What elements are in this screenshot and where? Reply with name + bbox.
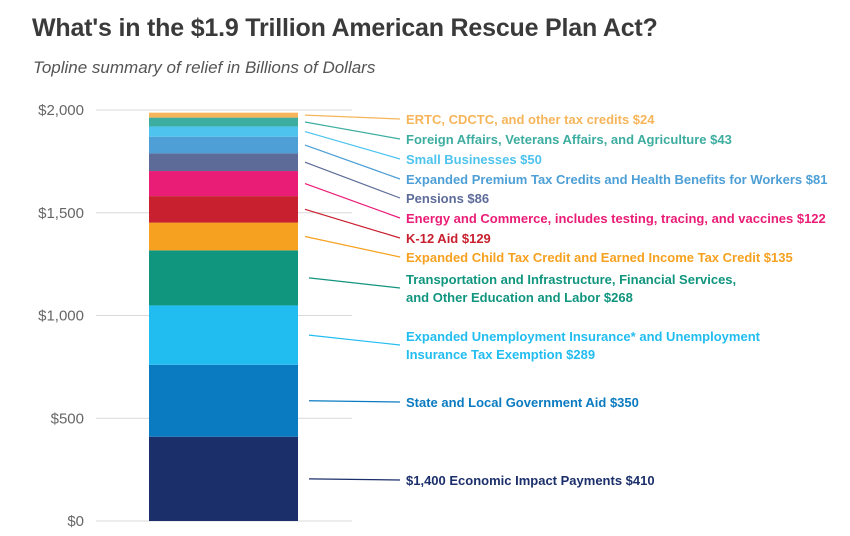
bar-segment (149, 250, 298, 306)
bar-segment (149, 117, 298, 127)
chart-title: What's in the $1.9 Trillion American Res… (32, 14, 658, 42)
segment-label: Insurance Tax Exemption $289 (406, 347, 595, 362)
y-axis-ticks: $0 $500 $1,000 $1,500 $2,000 (38, 102, 84, 530)
y-tick-label: $0 (67, 513, 84, 530)
leader-line (304, 121, 401, 140)
segment-label: K-12 Aid $129 (406, 231, 491, 246)
chart-subtitle: Topline summary of relief in Billions of… (33, 58, 376, 77)
segment-labels: $1,400 Economic Impact Payments $410 Stat… (304, 112, 827, 488)
leader-line (304, 131, 401, 160)
leader-line (304, 114, 401, 120)
bar-segment (149, 112, 298, 118)
segment-label: Foreign Affairs, Veterans Affairs, and A… (406, 132, 732, 147)
leader-line (308, 478, 401, 481)
segment-label: State and Local Government Aid $350 (406, 395, 639, 410)
leader-line (304, 235, 401, 258)
segment-label: Expanded Unemployment Insurance* and Une… (406, 329, 761, 344)
leader-line (308, 277, 401, 289)
leader-line (304, 208, 401, 239)
stacked-bar (149, 112, 298, 521)
y-tick-label: $500 (51, 410, 84, 427)
y-tick-label: $1,500 (38, 205, 84, 222)
y-tick-label: $2,000 (38, 102, 84, 119)
segment-label: $1,400 Economic Impact Payments $410 (406, 473, 655, 488)
bar-segment (149, 153, 298, 172)
segment-label: Expanded Child Tax Credit and Earned Inc… (406, 250, 793, 265)
segment-label: Expanded Premium Tax Credits and Health … (406, 172, 827, 187)
leader-line (308, 400, 401, 403)
bar-segment (149, 171, 298, 197)
segment-label: Small Businesses $50 (406, 152, 542, 167)
bar-segment (149, 305, 298, 365)
segment-label: Pensions $86 (406, 191, 489, 206)
segment-label: Energy and Commerce, includes testing, t… (406, 211, 826, 226)
y-tick-label: $1,000 (38, 308, 84, 325)
bar-segment (149, 136, 298, 154)
bar-segment (149, 364, 298, 437)
bar-segment (149, 196, 298, 223)
leader-line (304, 144, 401, 180)
bar-segment (149, 436, 298, 521)
segment-label: Transportation and Infrastructure, Finan… (406, 272, 736, 287)
bar-segment (149, 126, 298, 137)
leader-line (304, 183, 401, 219)
bar-segment (149, 222, 298, 251)
segment-label: and Other Education and Labor $268 (406, 290, 633, 305)
leader-line (308, 334, 401, 346)
leader-line (304, 161, 401, 199)
segment-label: ERTC, CDCTC, and other tax credits $24 (406, 112, 655, 127)
